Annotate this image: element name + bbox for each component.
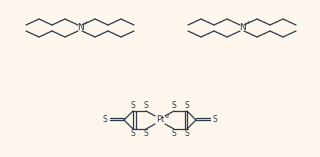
Text: N: N (76, 22, 84, 32)
Text: +: + (83, 21, 88, 25)
Text: S: S (172, 130, 176, 138)
Text: N: N (239, 22, 245, 32)
Text: S: S (131, 130, 135, 138)
Text: S: S (131, 101, 135, 111)
Text: S: S (185, 101, 189, 111)
Text: S: S (185, 130, 189, 138)
Text: -2: -2 (164, 114, 170, 119)
Text: +: + (245, 21, 250, 25)
Text: S: S (144, 130, 148, 138)
Text: S: S (144, 101, 148, 111)
Text: Pt: Pt (156, 116, 164, 125)
Text: S: S (212, 116, 217, 125)
Text: S: S (172, 101, 176, 111)
Text: S: S (103, 116, 108, 125)
